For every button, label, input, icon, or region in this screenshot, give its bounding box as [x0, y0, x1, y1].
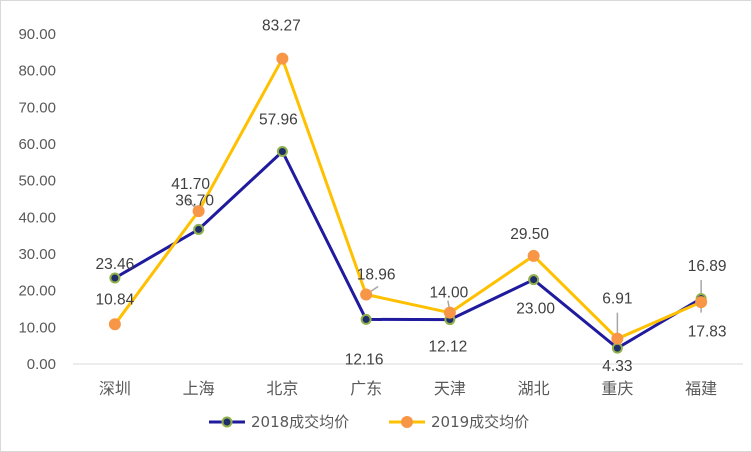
y-tick-label: 70.00	[18, 99, 56, 116]
x-tick-label: 北京	[266, 379, 298, 398]
y-tick-label: 40.00	[18, 209, 56, 226]
y-tick-label: 30.00	[18, 246, 56, 263]
data-label: 6.91	[602, 291, 632, 308]
data-point-0	[193, 223, 205, 235]
y-tick-label: 50.00	[18, 173, 56, 190]
leader-lines	[186, 198, 702, 335]
x-tick-label: 深圳	[99, 379, 131, 398]
data-point-0	[276, 145, 288, 157]
data-label: 17.83	[688, 324, 727, 341]
x-tick-label: 重庆	[601, 379, 633, 398]
data-label: 14.00	[429, 285, 468, 302]
label-leader-line	[186, 198, 197, 209]
data-point-0	[109, 272, 121, 284]
x-tick-label: 福建	[685, 379, 717, 398]
data-labels: 23.46 36.70 57.96 12.16 12.12 23.00 4.33 17.83 1…	[95, 18, 726, 375]
legend-marker-0	[221, 416, 233, 428]
data-label: 23.00	[516, 301, 555, 318]
y-tick-label: 90.00	[18, 26, 56, 43]
legend-label: 2019成交均价	[431, 413, 529, 431]
x-tick-label: 天津	[434, 379, 466, 398]
data-point-0	[528, 274, 540, 286]
data-point-1	[108, 318, 121, 331]
data-label: 12.16	[345, 351, 384, 368]
data-point-1	[527, 249, 540, 262]
data-point-1	[360, 288, 373, 301]
x-tick-label: 湖北	[518, 379, 550, 398]
legend-label: 2018成交均价	[251, 413, 349, 431]
data-point-1	[695, 296, 708, 309]
data-label: 41.70	[171, 176, 210, 193]
data-label: 29.50	[510, 226, 549, 243]
y-tick-label: 60.00	[18, 136, 56, 153]
data-label: 12.12	[428, 339, 467, 356]
data-label: 10.84	[95, 291, 134, 308]
y-tick-label: 10.00	[18, 319, 56, 336]
y-axis: 0.00 10.00 20.00 30.00 40.00 50.00 60.00 70.00 8…	[18, 26, 56, 373]
data-point-0	[360, 313, 372, 325]
x-axis: 深圳 上海 北京 广东 天津 湖北 重庆 福建	[73, 363, 743, 398]
series-line-1	[113, 57, 702, 341]
data-label: 36.70	[175, 192, 214, 209]
y-tick-label: 20.00	[18, 283, 56, 300]
data-markers	[108, 52, 708, 354]
data-point-0	[611, 342, 623, 354]
series-line-0	[114, 150, 702, 350]
series-lines	[113, 57, 702, 350]
data-label: 18.96	[357, 266, 396, 283]
data-label: 57.96	[259, 111, 298, 128]
data-label: 16.89	[688, 258, 727, 275]
x-tick-label: 上海	[183, 379, 215, 398]
data-point-1	[443, 306, 456, 319]
data-point-1	[276, 52, 289, 65]
data-label: 4.33	[602, 358, 632, 375]
y-tick-label: 80.00	[18, 63, 56, 80]
x-tick-label: 广东	[350, 379, 382, 398]
data-point-1	[611, 332, 624, 345]
data-point-1	[192, 205, 205, 218]
y-tick-label: 0.00	[27, 356, 56, 373]
data-label: 83.27	[262, 18, 301, 35]
legend: 2018成交均价 2019成交均价	[209, 413, 529, 431]
data-label: 23.46	[95, 256, 134, 273]
legend-marker-1	[401, 416, 413, 428]
